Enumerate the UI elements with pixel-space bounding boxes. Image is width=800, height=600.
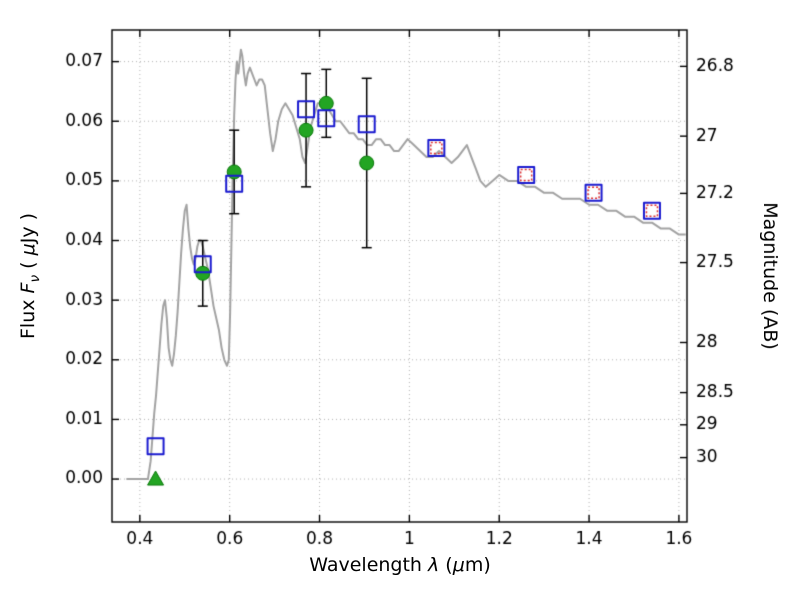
flux-unit-paren: ( xyxy=(17,255,40,275)
flux-symbol: F xyxy=(17,282,40,294)
y-axis-label-left: Flux Fν ( μJy ) xyxy=(17,213,43,339)
flux-label-text: Flux xyxy=(17,293,40,340)
x-axis-label-paren: ( xyxy=(439,554,453,576)
y-axis-label-right: Magnitude (AB) xyxy=(759,202,781,350)
x-axis-label: Wavelength λ (μm) xyxy=(0,554,800,576)
x-axis-label-text: Wavelength xyxy=(309,554,429,576)
x-axis-label-unit: m) xyxy=(464,554,491,576)
lambda-symbol: λ xyxy=(428,554,440,576)
mu-symbol: μ xyxy=(452,554,465,576)
nu-subscript: ν xyxy=(26,274,43,283)
mu-symbol-flux: μ xyxy=(17,243,40,256)
flux-unit-text: Jy ) xyxy=(17,212,40,244)
